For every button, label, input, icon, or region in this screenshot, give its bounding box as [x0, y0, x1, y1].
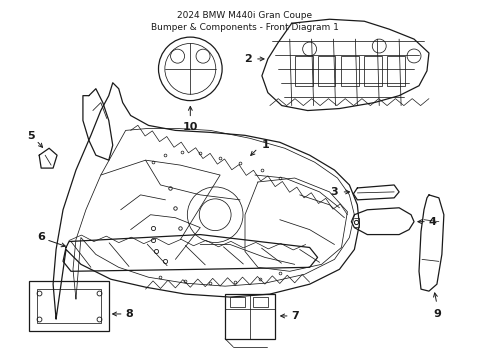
Bar	[294, 56, 313, 86]
Text: 5: 5	[27, 131, 35, 141]
Bar	[342, 56, 359, 86]
Text: 4: 4	[429, 217, 437, 227]
Bar	[225, 294, 275, 339]
Text: 1: 1	[262, 140, 270, 150]
Bar	[253, 297, 268, 307]
Text: 8: 8	[125, 309, 133, 319]
Text: 10: 10	[183, 122, 198, 132]
Text: 6: 6	[37, 231, 45, 242]
Text: 2: 2	[244, 54, 252, 64]
Bar	[230, 297, 245, 307]
Text: 9: 9	[433, 309, 441, 319]
Text: 2024 BMW M440i Gran Coupe
Bumper & Components - Front Diagram 1: 2024 BMW M440i Gran Coupe Bumper & Compo…	[151, 11, 339, 32]
Text: 3: 3	[330, 187, 338, 197]
Bar	[365, 56, 382, 86]
Bar	[387, 56, 405, 86]
Bar	[29, 281, 109, 331]
Text: 7: 7	[292, 311, 299, 321]
Bar	[37, 289, 101, 323]
Bar	[318, 56, 336, 86]
